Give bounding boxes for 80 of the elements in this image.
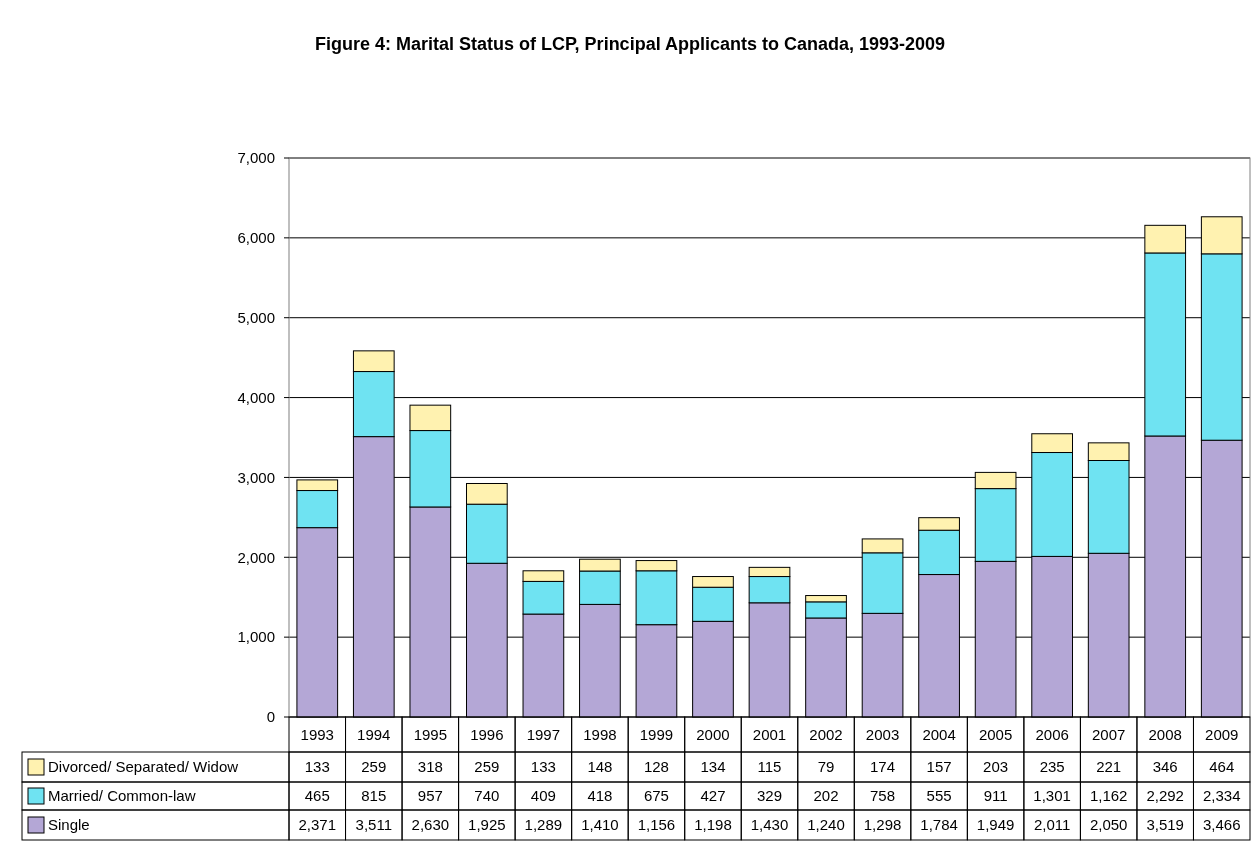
data-label: 911 (983, 787, 1008, 805)
data-label: 427 (700, 787, 726, 805)
data-label: 1,240 (807, 816, 845, 834)
data-label: 1,289 (524, 816, 563, 834)
x-tick-label: 2002 (809, 725, 843, 743)
y-tick-label: 1,000 (237, 628, 275, 646)
data-label: 174 (870, 758, 896, 776)
data-label: 235 (1039, 758, 1065, 776)
data-label: 555 (926, 787, 952, 805)
data-label: 1,410 (581, 816, 619, 834)
y-tick-label: 4,000 (237, 388, 275, 406)
y-tick-label: 0 (266, 708, 275, 726)
y-tick-label: 6,000 (237, 229, 275, 247)
data-label: 3,466 (1202, 816, 1241, 834)
data-label: 418 (587, 787, 613, 805)
x-tick-label: 2008 (1148, 725, 1182, 743)
data-label: 1,949 (976, 816, 1015, 834)
x-tick-label: 2001 (752, 725, 787, 743)
data-label: 815 (361, 787, 387, 805)
x-tick-label: 2007 (1091, 725, 1126, 743)
legend-label: Single (48, 816, 90, 834)
x-tick-label: 2005 (978, 725, 1013, 743)
data-label: 2,334 (1202, 787, 1241, 805)
data-label: 133 (304, 758, 330, 776)
data-label: 128 (643, 758, 669, 776)
data-label: 259 (474, 758, 500, 776)
data-label: 3,511 (355, 816, 393, 834)
data-label: 203 (983, 758, 1009, 776)
legend-label: Married/ Common-law (48, 787, 196, 805)
y-tick-label: 3,000 (237, 468, 275, 486)
data-label: 133 (530, 758, 556, 776)
data-label: 1,430 (750, 816, 789, 834)
x-tick-label: 1996 (470, 725, 504, 743)
data-label: 148 (587, 758, 613, 776)
data-label: 464 (1209, 758, 1235, 776)
x-tick-label: 1997 (526, 725, 561, 743)
data-label: 259 (361, 758, 387, 776)
data-label: 115 (757, 758, 782, 776)
y-tick-label: 2,000 (237, 548, 275, 566)
data-label: 2,371 (298, 816, 337, 834)
data-label: 1,301 (1033, 787, 1071, 805)
x-tick-label: 1993 (300, 725, 334, 743)
data-label: 3,519 (1146, 816, 1184, 834)
data-label: 1,156 (637, 816, 676, 834)
data-label: 329 (756, 787, 783, 805)
x-tick-label: 2004 (922, 725, 956, 743)
data-label: 2,630 (411, 816, 450, 834)
y-tick-label: 5,000 (237, 308, 275, 326)
data-label: 157 (926, 758, 952, 776)
data-label: 2,292 (1146, 787, 1184, 805)
x-tick-label: 2003 (865, 725, 900, 743)
data-label: 1,162 (1089, 787, 1128, 805)
x-tick-label: 1995 (413, 725, 448, 743)
data-label: 202 (813, 787, 839, 805)
x-tick-label: 1998 (583, 725, 617, 743)
data-label: 1,298 (863, 816, 902, 834)
data-label: 675 (643, 787, 669, 805)
data-label: 957 (417, 787, 443, 805)
data-label: 1,784 (920, 816, 958, 834)
data-label: 79 (817, 758, 835, 776)
x-tick-label: 1999 (639, 725, 674, 743)
x-tick-label: 2000 (696, 725, 730, 743)
data-label: 318 (417, 758, 443, 776)
data-label: 409 (530, 787, 556, 805)
chart-title: Figure 4: Marital Status of LCP, Principal Applicants to Canada, 1993-2009 (314, 34, 946, 54)
y-tick-label: 7,000 (237, 149, 275, 167)
legend-label: Divorced/ Separated/ Widow (48, 758, 239, 776)
data-label: 2,050 (1089, 816, 1128, 834)
data-label: 346 (1152, 758, 1178, 776)
data-label: 221 (1096, 758, 1122, 776)
x-tick-label: 2006 (1035, 725, 1069, 743)
data-label: 740 (474, 787, 500, 805)
x-tick-label: 1994 (357, 725, 391, 743)
data-label: 134 (700, 758, 726, 776)
data-label: 1,925 (468, 816, 506, 834)
data-label: 2,011 (1033, 816, 1071, 834)
x-tick-label: 2009 (1205, 725, 1239, 743)
data-label: 465 (304, 787, 330, 805)
data-label: 758 (870, 787, 896, 805)
data-label: 1,198 (694, 816, 732, 834)
